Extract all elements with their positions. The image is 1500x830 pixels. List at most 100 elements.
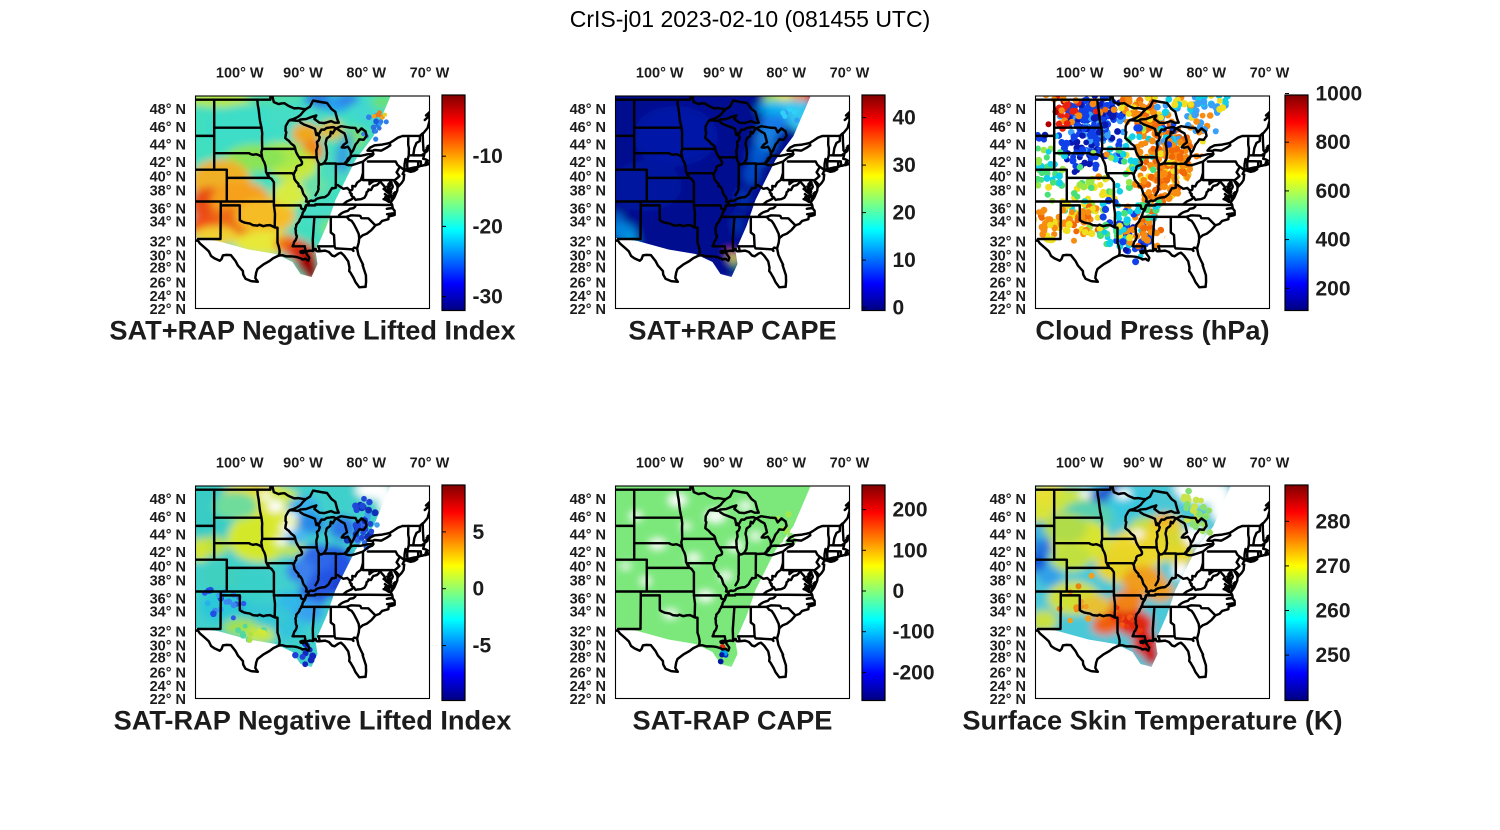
svg-text:-30: -30	[473, 286, 503, 309]
svg-text:100° W: 100° W	[636, 66, 684, 82]
svg-text:800: 800	[1316, 131, 1351, 154]
svg-text:100° W: 100° W	[1056, 66, 1104, 82]
svg-text:-200: -200	[893, 661, 935, 684]
svg-text:36° N: 36° N	[150, 592, 186, 608]
svg-text:0: 0	[473, 578, 485, 601]
svg-text:30° N: 30° N	[150, 248, 186, 264]
svg-text:46° N: 46° N	[570, 120, 606, 136]
svg-text:30° N: 30° N	[570, 248, 606, 264]
svg-text:80° W: 80° W	[1186, 456, 1226, 472]
svg-text:40° N: 40° N	[990, 169, 1026, 185]
svg-text:100: 100	[893, 539, 928, 562]
svg-text:44° N: 44° N	[990, 138, 1026, 154]
svg-text:38° N: 38° N	[990, 573, 1026, 589]
svg-text:SAT-RAP Negative Lifted Index: SAT-RAP Negative Lifted Index	[114, 705, 512, 736]
svg-text:26° N: 26° N	[570, 665, 606, 681]
svg-text:44° N: 44° N	[990, 528, 1026, 544]
svg-text:34° N: 34° N	[150, 605, 186, 621]
svg-text:26° N: 26° N	[150, 275, 186, 291]
svg-text:44° N: 44° N	[570, 528, 606, 544]
svg-text:70° W: 70° W	[410, 66, 450, 82]
svg-text:24° N: 24° N	[990, 289, 1026, 305]
svg-text:48° N: 48° N	[990, 492, 1026, 508]
svg-text:42° N: 42° N	[570, 155, 606, 171]
svg-text:40° N: 40° N	[570, 559, 606, 575]
svg-text:SAT-RAP CAPE: SAT-RAP CAPE	[633, 705, 833, 736]
svg-text:46° N: 46° N	[570, 510, 606, 526]
svg-text:48° N: 48° N	[570, 102, 606, 118]
svg-text:36° N: 36° N	[990, 202, 1026, 218]
svg-text:28° N: 28° N	[150, 651, 186, 667]
svg-text:80° W: 80° W	[766, 66, 806, 82]
svg-text:46° N: 46° N	[990, 120, 1026, 136]
svg-text:34° N: 34° N	[990, 605, 1026, 621]
svg-text:5: 5	[473, 521, 485, 544]
svg-text:42° N: 42° N	[150, 545, 186, 561]
svg-text:30° N: 30° N	[990, 638, 1026, 654]
svg-text:90° W: 90° W	[1123, 66, 1163, 82]
svg-text:34° N: 34° N	[150, 215, 186, 231]
svg-text:70° W: 70° W	[1250, 456, 1290, 472]
svg-text:100° W: 100° W	[216, 66, 264, 82]
svg-text:200: 200	[1316, 277, 1351, 300]
svg-text:34° N: 34° N	[570, 215, 606, 231]
svg-text:32° N: 32° N	[150, 235, 186, 251]
svg-text:CrIS-j01 2023-02-10 (081455 UT: CrIS-j01 2023-02-10 (081455 UTC)	[570, 6, 931, 32]
svg-text:46° N: 46° N	[990, 510, 1026, 526]
svg-text:22° N: 22° N	[150, 302, 186, 318]
svg-text:42° N: 42° N	[990, 545, 1026, 561]
svg-text:42° N: 42° N	[990, 155, 1026, 171]
svg-text:24° N: 24° N	[150, 289, 186, 305]
svg-text:600: 600	[1316, 180, 1351, 203]
svg-text:24° N: 24° N	[570, 289, 606, 305]
svg-text:28° N: 28° N	[990, 261, 1026, 277]
svg-text:32° N: 32° N	[150, 625, 186, 641]
svg-text:Surface Skin Temperature (K): Surface Skin Temperature (K)	[962, 705, 1342, 736]
svg-text:Cloud Press (hPa): Cloud Press (hPa)	[1035, 315, 1269, 346]
svg-text:28° N: 28° N	[570, 261, 606, 277]
svg-text:40° N: 40° N	[990, 559, 1026, 575]
svg-text:48° N: 48° N	[150, 102, 186, 118]
svg-text:42° N: 42° N	[570, 545, 606, 561]
svg-text:32° N: 32° N	[990, 625, 1026, 641]
svg-text:22° N: 22° N	[570, 302, 606, 318]
svg-text:-10: -10	[473, 145, 503, 168]
svg-text:46° N: 46° N	[150, 510, 186, 526]
svg-text:400: 400	[1316, 229, 1351, 252]
svg-text:32° N: 32° N	[570, 625, 606, 641]
svg-text:80° W: 80° W	[346, 456, 386, 472]
svg-text:40° N: 40° N	[150, 169, 186, 185]
svg-text:90° W: 90° W	[283, 456, 323, 472]
svg-text:0: 0	[893, 297, 905, 320]
svg-text:48° N: 48° N	[150, 492, 186, 508]
svg-text:90° W: 90° W	[703, 66, 743, 82]
svg-text:200: 200	[893, 499, 928, 522]
svg-text:30° N: 30° N	[570, 638, 606, 654]
svg-text:40° N: 40° N	[150, 559, 186, 575]
svg-text:38° N: 38° N	[570, 573, 606, 589]
svg-text:250: 250	[1316, 644, 1351, 667]
svg-text:22° N: 22° N	[990, 302, 1026, 318]
svg-text:30° N: 30° N	[990, 248, 1026, 264]
svg-text:36° N: 36° N	[990, 592, 1026, 608]
svg-text:36° N: 36° N	[570, 202, 606, 218]
svg-text:40° N: 40° N	[570, 169, 606, 185]
svg-text:70° W: 70° W	[830, 456, 870, 472]
svg-text:48° N: 48° N	[990, 102, 1026, 118]
svg-text:80° W: 80° W	[1186, 66, 1226, 82]
svg-text:40: 40	[893, 107, 916, 130]
svg-text:32° N: 32° N	[570, 235, 606, 251]
svg-text:90° W: 90° W	[1123, 456, 1163, 472]
svg-text:30° N: 30° N	[150, 638, 186, 654]
svg-text:70° W: 70° W	[830, 66, 870, 82]
svg-text:1000: 1000	[1316, 83, 1363, 106]
svg-text:28° N: 28° N	[150, 261, 186, 277]
svg-text:30: 30	[893, 154, 916, 177]
svg-text:100° W: 100° W	[1056, 456, 1104, 472]
svg-text:100° W: 100° W	[216, 456, 264, 472]
svg-text:34° N: 34° N	[990, 215, 1026, 231]
svg-text:20: 20	[893, 202, 916, 225]
svg-text:280: 280	[1316, 510, 1351, 533]
svg-text:-20: -20	[473, 215, 503, 238]
svg-text:22° N: 22° N	[990, 692, 1026, 708]
